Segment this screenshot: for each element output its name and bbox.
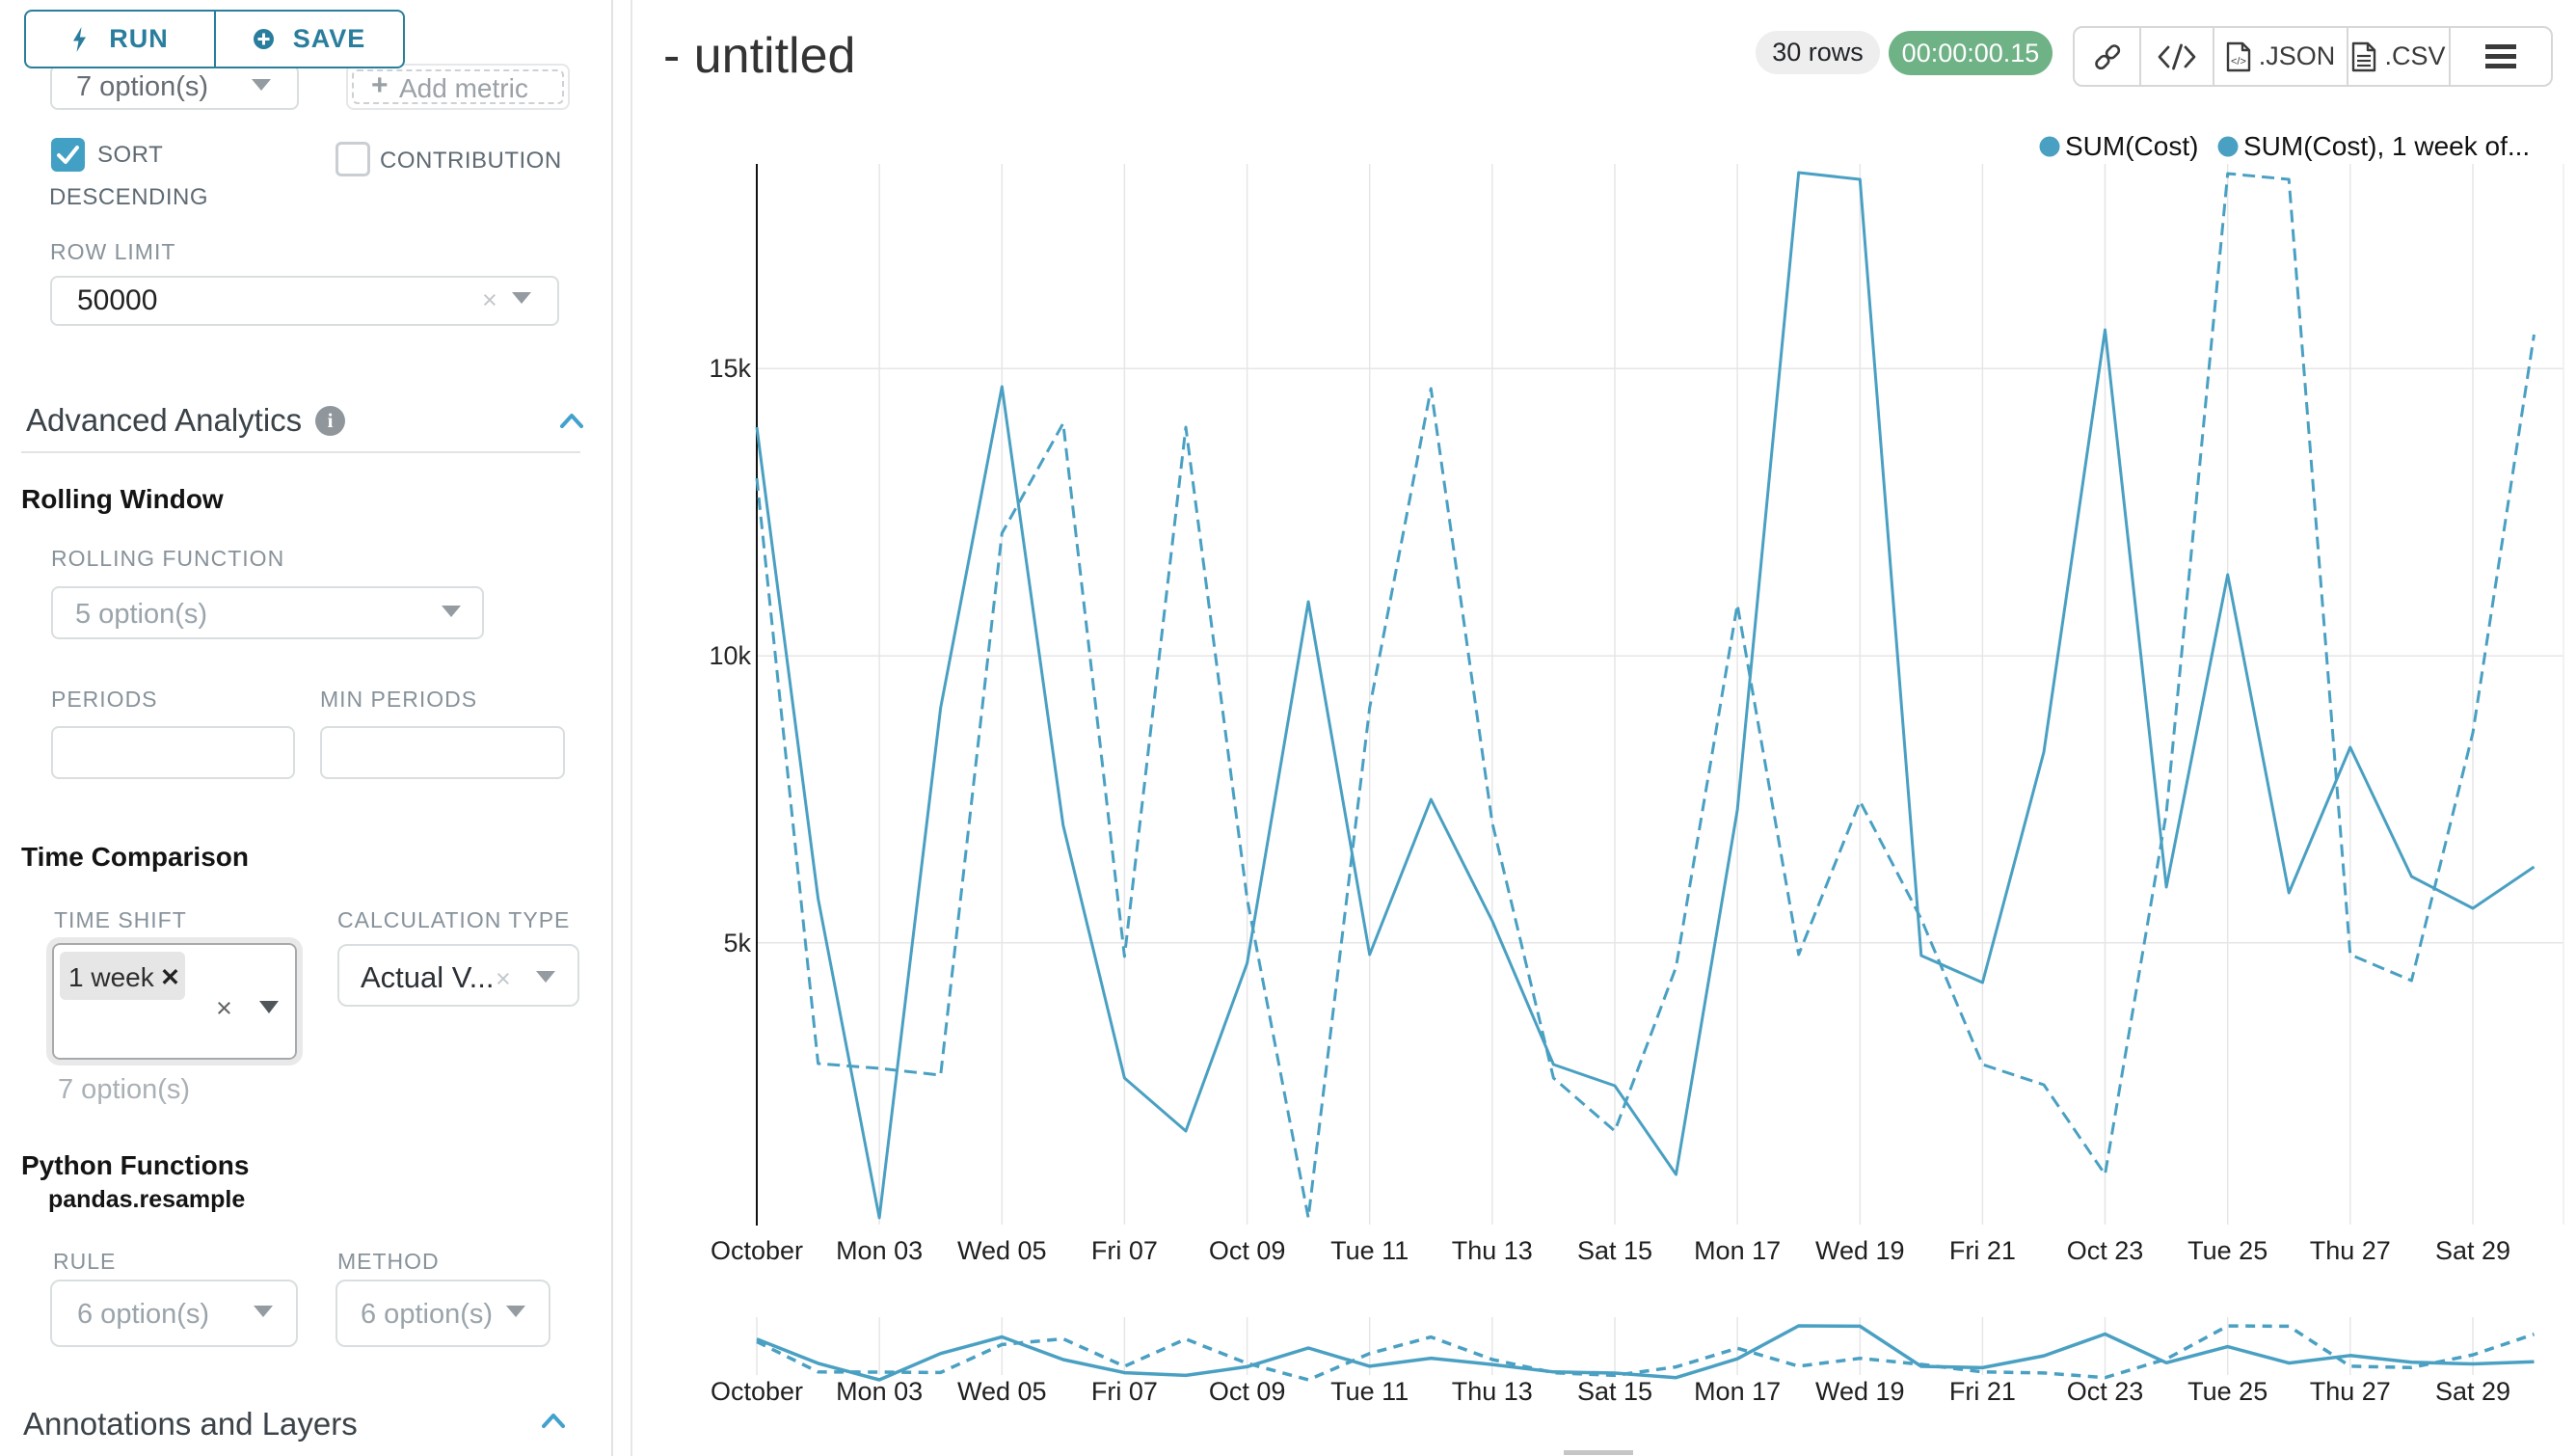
svg-text:5k: 5k [723, 929, 751, 957]
svg-text:Thu 13: Thu 13 [1452, 1236, 1533, 1265]
svg-text:October: October [711, 1236, 803, 1265]
svg-text:Wed 19: Wed 19 [1815, 1377, 1905, 1406]
svg-text:Tue 11: Tue 11 [1330, 1377, 1409, 1406]
svg-text:</>: </> [2231, 56, 2246, 67]
svg-text:Mon 03: Mon 03 [836, 1377, 923, 1406]
svg-text:Fri 21: Fri 21 [1949, 1236, 2016, 1265]
svg-text:Sat 29: Sat 29 [2435, 1377, 2510, 1406]
svg-text:Thu 27: Thu 27 [2310, 1377, 2391, 1406]
svg-text:Mon 17: Mon 17 [1694, 1377, 1781, 1406]
svg-text:10k: 10k [709, 641, 751, 670]
svg-text:Wed 05: Wed 05 [957, 1377, 1047, 1406]
svg-text:Fri 21: Fri 21 [1949, 1377, 2016, 1406]
svg-text:Fri 07: Fri 07 [1091, 1377, 1158, 1406]
svg-text:Thu 27: Thu 27 [2310, 1236, 2391, 1265]
svg-text:Oct 09: Oct 09 [1209, 1236, 1286, 1265]
svg-text:Sat 15: Sat 15 [1577, 1377, 1652, 1406]
svg-text:October: October [711, 1377, 803, 1406]
svg-text:SUM(Cost), 1 week of...: SUM(Cost), 1 week of... [2243, 131, 2530, 161]
svg-text:Oct 23: Oct 23 [2067, 1377, 2144, 1406]
svg-text:Oct 09: Oct 09 [1209, 1377, 1286, 1406]
svg-text:Tue 25: Tue 25 [2187, 1236, 2267, 1265]
svg-text:15k: 15k [709, 354, 751, 383]
svg-text:Sat 29: Sat 29 [2435, 1236, 2510, 1265]
svg-text:Fri 07: Fri 07 [1091, 1236, 1158, 1265]
svg-text:Wed 19: Wed 19 [1815, 1236, 1905, 1265]
svg-text:Tue 11: Tue 11 [1330, 1236, 1409, 1265]
svg-text:SUM(Cost): SUM(Cost) [2065, 131, 2198, 161]
svg-text:Tue 25: Tue 25 [2187, 1377, 2267, 1406]
svg-text:Oct 23: Oct 23 [2067, 1236, 2144, 1265]
svg-text:Thu 13: Thu 13 [1452, 1377, 1533, 1406]
svg-text:Wed 05: Wed 05 [957, 1236, 1047, 1265]
svg-text:Mon 17: Mon 17 [1694, 1236, 1781, 1265]
svg-text:Sat 15: Sat 15 [1577, 1236, 1652, 1265]
svg-text:Mon 03: Mon 03 [836, 1236, 923, 1265]
